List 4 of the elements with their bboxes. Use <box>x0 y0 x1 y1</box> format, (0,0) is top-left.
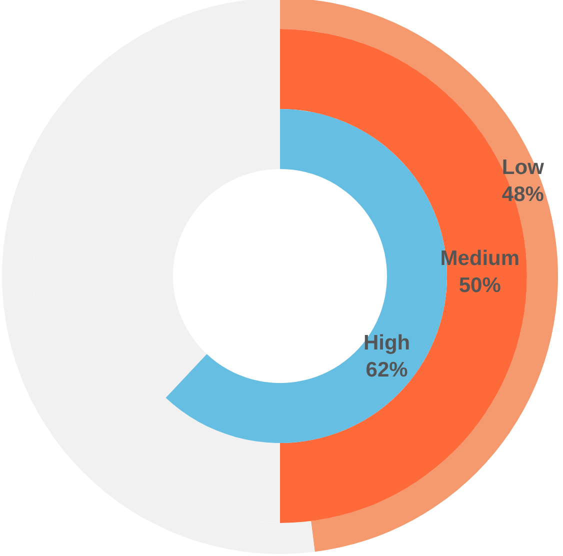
slice-label: High <box>363 332 410 355</box>
data-label: 50% <box>458 274 502 298</box>
data-label: 48% <box>502 182 544 206</box>
data-label: 62% <box>366 358 408 382</box>
